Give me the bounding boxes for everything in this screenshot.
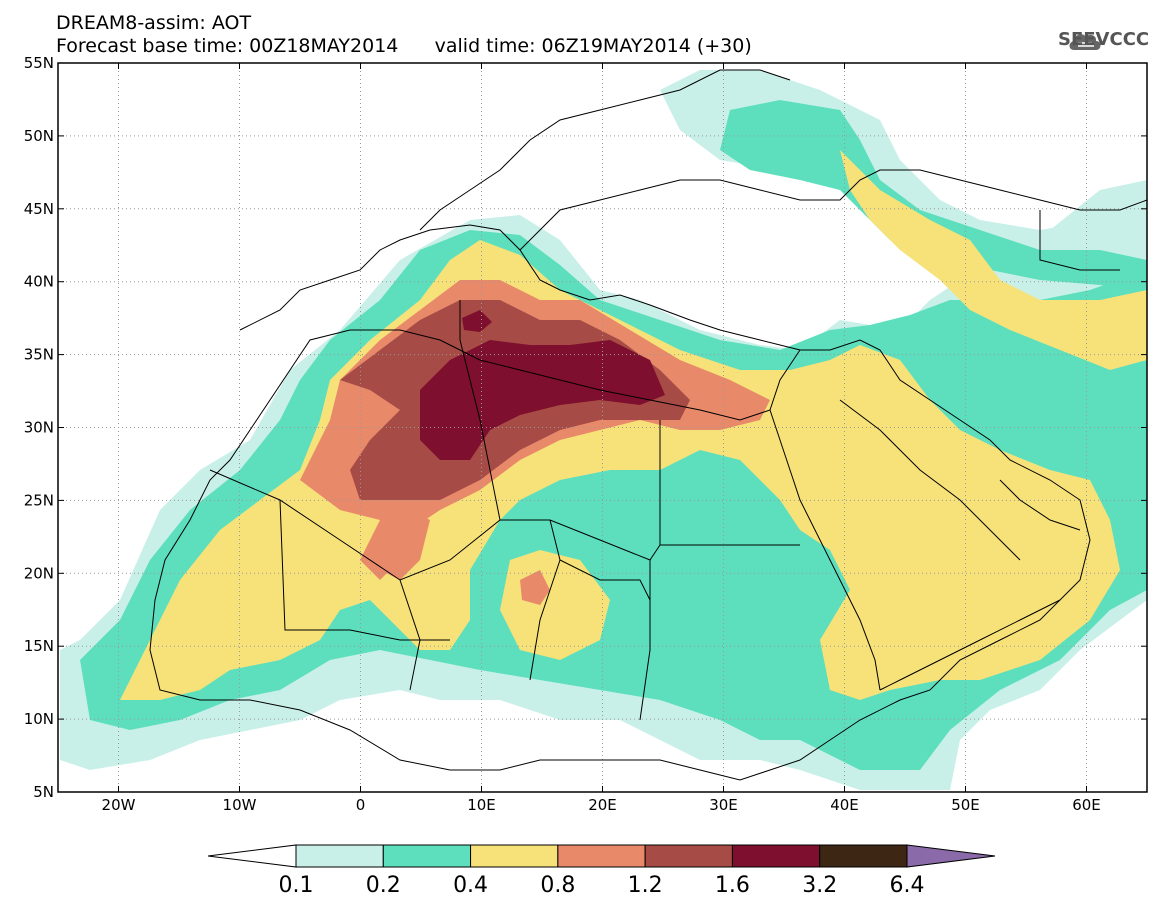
valid-time-label: valid time: 06Z19MAY2014 (+30): [434, 35, 752, 57]
aot-band-1.6: [420, 340, 665, 460]
lat-tick-label: 15N: [24, 637, 54, 655]
cloud-icon: [1069, 34, 1101, 50]
forecast-times: Forecast base time: 00Z18MAY2014 valid t…: [56, 36, 752, 56]
aot-band-0.8-blob: [380, 510, 430, 580]
lat-tick-label: 55N: [24, 54, 54, 72]
base-time-label: Forecast base time: 00Z18MAY2014: [56, 35, 399, 57]
longitude-axis: 20W 10W 0 10E 20E 30E 40E 50E 60E: [102, 63, 1101, 814]
colorbar-box: [731, 844, 821, 868]
colorbar-level-label: 1.2: [628, 873, 663, 898]
colorbar-box: [644, 844, 733, 868]
colorbar-level-label: 0.4: [453, 873, 488, 898]
lat-tick-label: 50N: [24, 127, 54, 145]
lon-tick-label: 20E: [588, 796, 617, 814]
colorbar-level-label: 3.2: [802, 873, 837, 898]
colorbar-box: [470, 844, 559, 868]
lat-tick-label: 10N: [24, 710, 54, 728]
logo-text: SEEVCCC: [1058, 29, 1150, 50]
colorbar-level-label: 1.6: [715, 873, 750, 898]
colorbar-level-label: 0.1: [279, 873, 314, 898]
lon-tick-label: 60E: [1072, 796, 1101, 814]
lat-tick-label: 45N: [24, 200, 54, 218]
aot-band-0.4-east: [840, 150, 1147, 370]
lat-tick-label: 20N: [24, 564, 54, 582]
lat-tick-label: 5N: [33, 783, 54, 801]
aot-band-0.2-north: [720, 100, 1147, 290]
aot-band-0.8-blob2: [520, 570, 550, 605]
colorbar-box: [557, 844, 646, 868]
colorbar: 0.1 0.2 0.4 0.8 1.2 1.6 3.2 6.4: [207, 844, 996, 898]
lon-tick-label: 10W: [223, 796, 257, 814]
lon-tick-label: 40E: [830, 796, 859, 814]
lat-tick-label: 30N: [24, 419, 54, 437]
colorbar-min-arrow: [207, 844, 297, 868]
colorbar-box: [382, 844, 472, 868]
colorbar-box: [295, 844, 384, 868]
colorbar-level-label: 0.8: [540, 873, 575, 898]
aot-band-1.6-north: [462, 310, 492, 332]
lon-tick-label: 50E: [951, 796, 980, 814]
colorbar-level-label: 6.4: [890, 873, 925, 898]
lat-tick-label: 40N: [24, 273, 54, 291]
colorbar-box: [819, 844, 908, 868]
lon-tick-label: 0: [356, 796, 366, 814]
colorbar-max-arrow: [906, 844, 996, 868]
lon-tick-label: 20W: [102, 796, 136, 814]
lon-tick-label: 30E: [709, 796, 738, 814]
map-title: DREAM8-assim: AOT: [56, 12, 252, 34]
lat-tick-label: 35N: [24, 346, 54, 364]
latitude-axis: 55N 50N 45N 40N 35N 30N 25N 20N 15N 10N 5N: [24, 54, 1147, 801]
colorbar-level-label: 0.2: [366, 873, 401, 898]
coastlines: [149, 69, 1148, 781]
lon-tick-label: 10E: [467, 796, 496, 814]
lat-tick-label: 25N: [24, 491, 54, 509]
